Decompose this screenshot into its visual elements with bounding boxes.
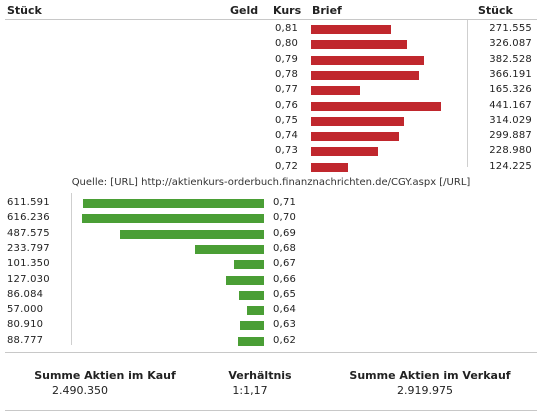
- ask-quantity-label: 165.326: [489, 84, 532, 96]
- ask-volume-bar: [311, 86, 360, 96]
- ask-volume-bar: [311, 162, 348, 172]
- bid-quantity-label: 233.797: [7, 242, 50, 254]
- ask-quantity-label: 124.225: [489, 160, 532, 172]
- ask-volume-bar: [311, 132, 399, 142]
- bid-volume-bar: [82, 214, 264, 224]
- header-brief: Brief: [312, 4, 342, 17]
- ask-price-label: 0,76: [275, 99, 299, 111]
- ask-quantity-label: 441.167: [489, 99, 532, 111]
- bid-volume-bar: [247, 306, 264, 316]
- bid-price-label: 0,65: [273, 288, 297, 300]
- bid-quantity-label: 57.000: [7, 304, 44, 316]
- ask-volume-bar: [311, 40, 407, 50]
- bid-quantity-label: 80.910: [7, 319, 44, 331]
- ask-price-label: 0,75: [275, 114, 299, 126]
- ask-volume-bar: [311, 101, 441, 111]
- summary-verkauf-value: 2.919.975: [397, 384, 453, 397]
- ask-volume-bar: [311, 147, 378, 157]
- ask-volume-bar: [311, 25, 391, 34]
- bid-quantity-label: 86.084: [7, 288, 44, 300]
- summary-kauf-label: Summe Aktien im Kauf: [34, 369, 176, 382]
- summary-verkauf-label: Summe Aktien im Verkauf: [349, 369, 511, 382]
- ask-price-label: 0,74: [275, 130, 299, 142]
- ask-price-label: 0,80: [275, 38, 299, 50]
- ask-quantity-label: 228.980: [489, 145, 532, 157]
- bid-quantity-label: 487.575: [7, 227, 50, 239]
- header-stueck-left: Stück: [7, 4, 42, 17]
- bid-price-label: 0,67: [273, 258, 297, 270]
- ask-quantity-label: 271.555: [489, 23, 532, 34]
- ask-quantity-label: 299.887: [489, 130, 532, 142]
- summary-ratio-label: Verhältnis: [228, 369, 292, 382]
- bid-quantity-label: 127.030: [7, 273, 50, 285]
- bid-volume-bar: [234, 260, 264, 270]
- ask-column-divider: [467, 20, 468, 167]
- ask-price-label: 0,73: [275, 145, 299, 157]
- bid-volume-bar: [239, 290, 264, 300]
- bid-quantity-label: 611.591: [7, 197, 50, 208]
- header-geld: Geld: [230, 4, 259, 17]
- bid-price-label: 0,71: [273, 197, 297, 208]
- bid-price-label: 0,69: [273, 227, 297, 239]
- bid-price-label: 0,66: [273, 273, 297, 285]
- ask-quantity-label: 314.029: [489, 114, 532, 126]
- bid-price-label: 0,64: [273, 304, 297, 316]
- bid-column-divider: [71, 193, 72, 345]
- source-note: Quelle: [URL] http://aktienkurs-orderbuc…: [71, 177, 471, 188]
- ask-price-label: 0,78: [275, 68, 299, 80]
- bid-price-label: 0,70: [273, 212, 297, 224]
- bid-volume-bar: [120, 229, 264, 239]
- bid-price-label: 0,62: [273, 334, 297, 346]
- ask-volume-bar: [311, 70, 419, 80]
- bid-volume-bar: [83, 199, 264, 208]
- summary-kauf-value: 2.490.350: [52, 384, 108, 397]
- ask-price-label: 0,72: [275, 160, 299, 172]
- summary-top-rule: [5, 352, 537, 353]
- ask-quantity-label: 366.191: [489, 68, 532, 80]
- ask-volume-bar: [311, 116, 404, 126]
- ask-quantity-label: 326.087: [489, 38, 532, 50]
- bid-volume-bar: [226, 275, 264, 285]
- ask-volume-bar: [311, 55, 424, 65]
- summary-bottom-rule: [5, 410, 537, 411]
- ask-price-label: 0,77: [275, 84, 299, 96]
- bid-quantity-label: 88.777: [7, 334, 44, 346]
- ask-price-label: 0,81: [275, 23, 299, 34]
- bid-volume-bar: [240, 321, 264, 331]
- bid-price-label: 0,68: [273, 242, 297, 254]
- summary-ratio-value: 1:1,17: [232, 384, 268, 397]
- bid-quantity-label: 101.350: [7, 258, 50, 270]
- ask-quantity-label: 382.528: [489, 53, 532, 65]
- bid-volume-bar: [195, 244, 264, 254]
- header-rule: [5, 19, 537, 20]
- bid-price-label: 0,63: [273, 319, 297, 331]
- header-kurs: Kurs: [273, 4, 302, 17]
- ask-price-label: 0,79: [275, 53, 299, 65]
- bid-quantity-label: 616.236: [7, 212, 50, 224]
- header-stueck-right: Stück: [478, 4, 513, 17]
- bid-volume-bar: [238, 336, 264, 346]
